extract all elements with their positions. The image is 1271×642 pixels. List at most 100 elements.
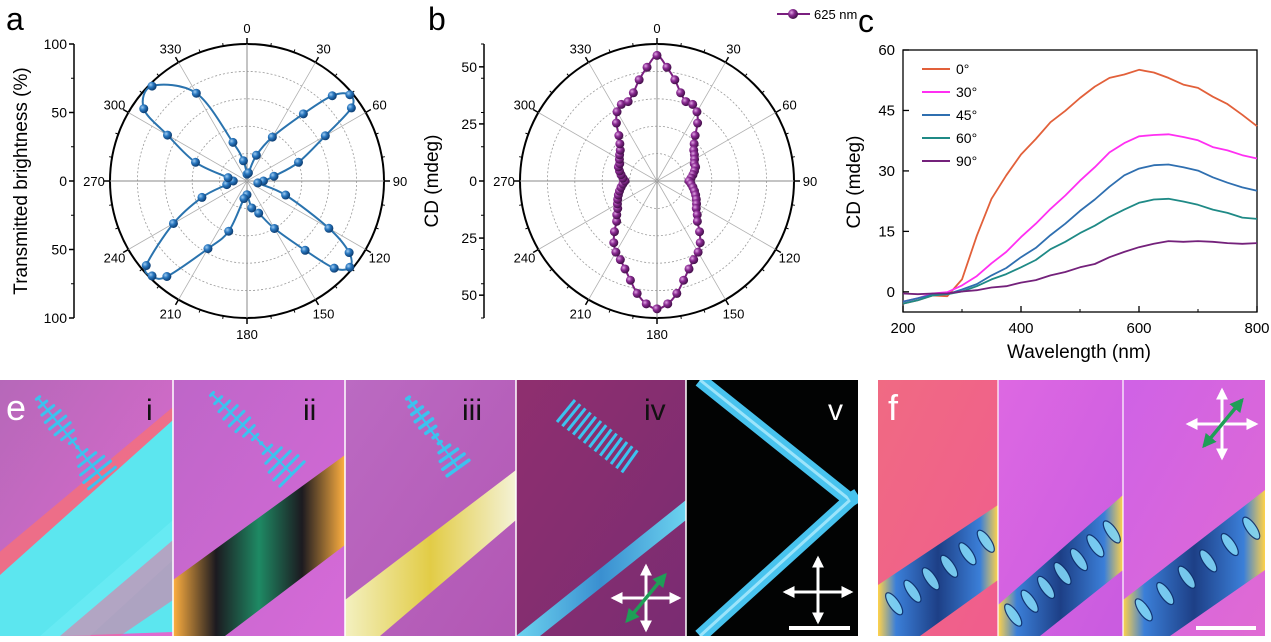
grating-bar [561, 403, 582, 428]
polar-minor-tick [270, 315, 272, 319]
helix-icon-iii [404, 395, 471, 478]
polar-data-point [652, 50, 662, 60]
polar-minor-tick [115, 132, 119, 135]
polar-data-point [693, 118, 703, 128]
polar-spoke [656, 112, 776, 182]
polar-data-point [611, 118, 621, 128]
polar-data-point [141, 261, 151, 271]
sublabel-ii: ii [303, 394, 316, 427]
polar-data-point [612, 216, 622, 226]
polar-a-grid [104, 38, 390, 324]
polar-minor-tick [761, 90, 765, 94]
polar-data-point [663, 299, 673, 309]
polar-radial-tick-label: 50 [51, 105, 67, 121]
polar-data-point [247, 203, 257, 213]
polar-angle-label: 30 [316, 41, 330, 56]
polar-minor-tick [109, 156, 113, 158]
polar-angle-label: 150 [313, 307, 335, 322]
polar-data-point [662, 62, 672, 72]
panel-e-letter: e [6, 387, 26, 428]
polar-data-point [695, 238, 705, 248]
polar-angle-tick [775, 248, 782, 254]
polar-b-radial-axis: 50 25 0 25 50 [461, 43, 485, 319]
cd-spectrum-panel: c CD (mdeg) Wavelength (nm) 200 400 600 800… [844, 3, 1270, 363]
polar-minor-tick [156, 285, 160, 289]
polar-spoke [246, 62, 316, 182]
polar-spoke [656, 180, 776, 250]
polar-angle-label: 180 [646, 327, 668, 342]
lc-domain [1053, 561, 1072, 586]
lc-domain [903, 579, 922, 603]
polar-minor-tick [608, 309, 611, 313]
polar-angle-label: 330 [160, 41, 182, 56]
polar-data-point [609, 227, 619, 237]
sublabel-iii: iii [462, 394, 482, 427]
lc-domain [1036, 575, 1056, 600]
polar-spoke [178, 62, 248, 182]
polar-minor-tick [381, 156, 385, 158]
polar-spoke [538, 180, 658, 250]
polar-minor-tick [761, 268, 765, 272]
polar-data-point [281, 190, 291, 200]
grating-bar [582, 420, 603, 444]
line-c-ticks: 200 400 600 800 0 15 30 45 60 [878, 42, 1269, 337]
polar-data-point [239, 194, 249, 204]
polar-a-points [139, 81, 356, 282]
polar-angle-label: 210 [570, 307, 592, 322]
polar-angle-tick [584, 56, 590, 63]
grating-bar [572, 411, 592, 436]
polar-data-point [345, 262, 355, 272]
polar-minor-tick [270, 43, 272, 47]
grating-icon-iv [555, 399, 639, 474]
polar-minor-tick [566, 285, 570, 289]
lc-domain [976, 529, 995, 553]
grating-bar [609, 441, 629, 465]
polar-b-points [609, 50, 705, 314]
polar-data-point [345, 90, 355, 100]
polar-angle-label: 240 [104, 251, 126, 266]
polar-angle-tick [584, 299, 590, 306]
polar-minor-tick [109, 204, 113, 206]
lc-domain [921, 567, 940, 591]
polar-radial-tick-label: 0 [469, 173, 477, 189]
polar-minor-tick [703, 49, 706, 53]
polar-angle-label: 0 [243, 21, 250, 36]
legend-label: 90° [956, 153, 977, 169]
polar-angle-label: 60 [372, 98, 386, 113]
series-line [902, 133, 1258, 303]
polar-angle-tick [724, 56, 730, 63]
lc-domain [958, 542, 977, 566]
polar-angle-label: 150 [723, 307, 745, 322]
polar-data-point [692, 210, 702, 220]
polar-minor-tick [156, 73, 160, 77]
polar-spoke [656, 62, 726, 182]
polar-angle-tick [314, 299, 320, 306]
helix-icon-ii [208, 390, 306, 488]
legend-marker [788, 9, 798, 19]
panel-b-letter: b [428, 1, 446, 37]
line-c-series [902, 68, 1258, 305]
polar-data-point [251, 150, 261, 160]
polar-angle-label: 180 [236, 327, 258, 342]
polar-spoke [246, 112, 366, 182]
micrograph-e-ii [173, 380, 345, 636]
polar-data-point [641, 299, 651, 309]
polar-data-point [224, 226, 234, 236]
polar-minor-tick [519, 204, 523, 206]
lc-domain [940, 554, 959, 578]
polar-radial-tick-label: 100 [44, 36, 68, 52]
polar-data-point [692, 216, 702, 226]
polar-angle-tick [775, 108, 782, 114]
polar-minor-tick [632, 43, 634, 47]
polar-minor-tick [375, 132, 379, 135]
polar-data-point [238, 156, 248, 166]
polar-data-point [327, 91, 337, 101]
polar-spoke [128, 112, 248, 182]
polar-data-point [676, 88, 686, 98]
polar-radial-tick-label: 50 [461, 287, 477, 303]
polar-data-point [163, 130, 173, 140]
grating-bar [598, 432, 618, 457]
lc-domain [1102, 520, 1121, 544]
polar-b-legend: 625 nm [777, 7, 857, 22]
